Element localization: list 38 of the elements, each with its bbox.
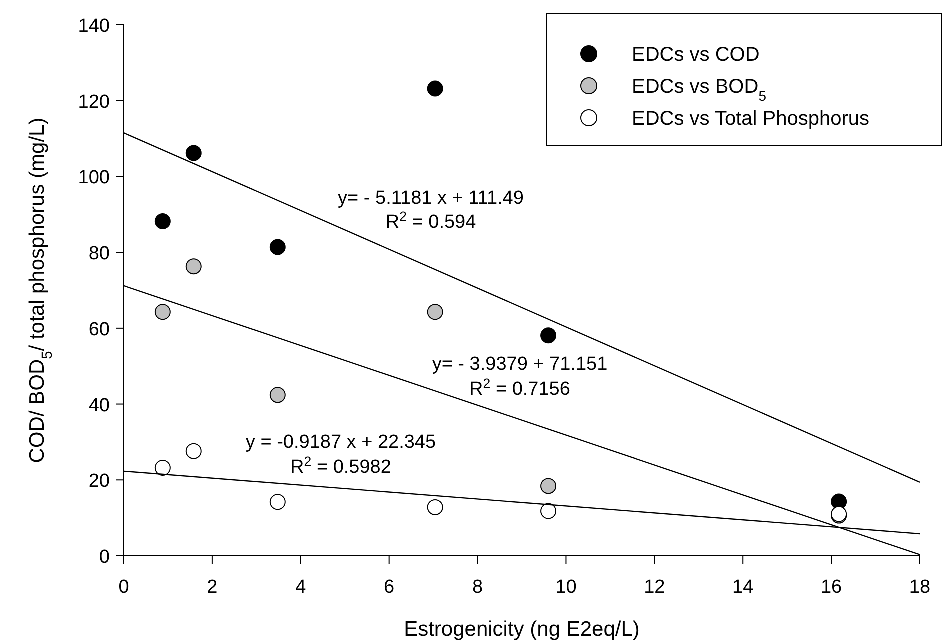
legend-label: EDCs vs COD — [632, 44, 760, 66]
y-tick-label: 80 — [88, 244, 110, 265]
x-tick-label: 14 — [732, 577, 754, 598]
annotation: R$^{2}$ = 0.7156 — [470, 376, 570, 400]
y-tick-label: 40 — [88, 395, 110, 416]
x-tick-label: 6 — [384, 577, 395, 598]
annotation: R$^{2}$ = 0.594 — [386, 208, 477, 233]
legend-label: EDCs vs BOD$_{5}$ — [632, 76, 767, 104]
x-tick-label: 12 — [644, 577, 666, 598]
y-tick-label: 20 — [88, 471, 110, 492]
point — [540, 478, 557, 494]
point — [270, 239, 286, 256]
point — [540, 328, 557, 344]
point — [154, 213, 171, 230]
y-tick-label: 100 — [78, 168, 110, 189]
annotation: y= - 5.1181 x + 111.49 — [338, 188, 524, 209]
point — [154, 304, 171, 320]
x-tick-label: 18 — [909, 577, 931, 598]
point — [186, 145, 202, 162]
x-tick-label: 16 — [820, 577, 842, 598]
x-axis-title: Estrogenicity (ng E2eq/L) — [404, 618, 640, 641]
y-tick-label: 0 — [99, 547, 110, 568]
x-tick-label: 8 — [472, 577, 484, 598]
y-tick-label: 60 — [88, 319, 110, 340]
x-tick-label: 0 — [118, 577, 130, 598]
point — [427, 304, 444, 320]
y-tick-label: 140 — [78, 16, 110, 37]
legend-label: EDCs vs Total Phosphorus — [632, 108, 870, 130]
y-tick-label: 120 — [78, 92, 110, 113]
point — [186, 258, 202, 275]
annotation: R$^{2}$ = 0.5982 — [290, 454, 392, 478]
x-tick-label: 4 — [296, 577, 307, 598]
point — [270, 387, 286, 404]
x-tick-label: 2 — [207, 577, 218, 598]
point — [427, 80, 444, 97]
x-tick-label: 10 — [556, 577, 577, 598]
annotation: y= - 3.9379 + 71.151 — [432, 354, 608, 375]
annotation: y = -0.9187 x + 22.345 — [246, 432, 436, 453]
